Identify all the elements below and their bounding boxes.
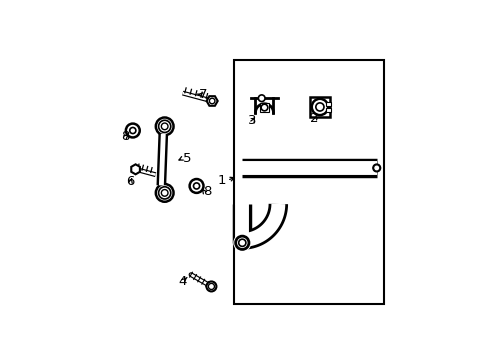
- Circle shape: [311, 99, 327, 115]
- Text: 3: 3: [247, 114, 256, 127]
- Bar: [309, 97, 329, 117]
- Text: 8: 8: [121, 130, 129, 143]
- Circle shape: [125, 123, 140, 138]
- Circle shape: [261, 104, 267, 111]
- Circle shape: [158, 187, 170, 199]
- Circle shape: [208, 283, 214, 289]
- Text: 8: 8: [203, 185, 211, 198]
- Text: 2: 2: [309, 112, 318, 125]
- Circle shape: [315, 103, 324, 111]
- Text: 5: 5: [183, 152, 191, 165]
- Text: 1: 1: [217, 174, 225, 187]
- Circle shape: [258, 95, 264, 102]
- Text: 7: 7: [199, 88, 207, 101]
- Circle shape: [209, 98, 215, 104]
- Circle shape: [238, 239, 245, 246]
- Circle shape: [206, 282, 216, 292]
- Circle shape: [158, 120, 170, 132]
- Bar: [325, 108, 330, 112]
- Bar: [325, 102, 330, 106]
- Circle shape: [372, 164, 380, 172]
- Circle shape: [193, 183, 199, 189]
- Bar: [233, 60, 383, 304]
- Circle shape: [189, 179, 203, 193]
- Circle shape: [129, 127, 136, 134]
- Bar: [260, 103, 268, 112]
- Text: 4: 4: [178, 275, 186, 288]
- Circle shape: [156, 117, 173, 135]
- Circle shape: [235, 236, 248, 249]
- Circle shape: [161, 123, 168, 130]
- Text: 6: 6: [125, 175, 134, 188]
- Circle shape: [374, 166, 378, 170]
- Circle shape: [156, 184, 173, 202]
- Circle shape: [161, 190, 168, 196]
- Circle shape: [233, 234, 250, 251]
